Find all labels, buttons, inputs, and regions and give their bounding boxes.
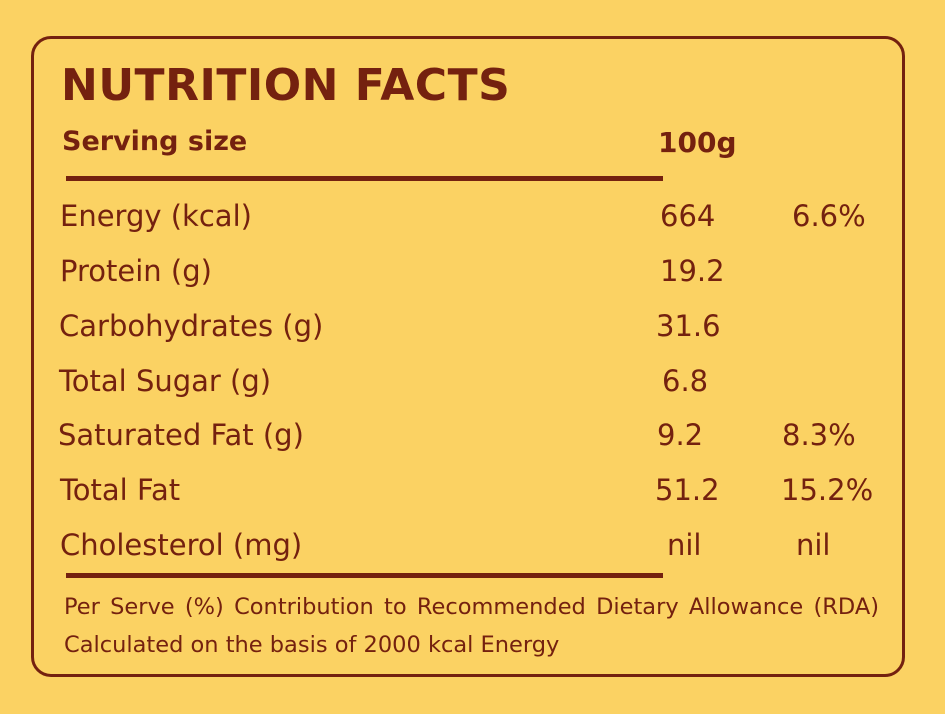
row-rda-cholesterol: nil xyxy=(796,528,831,562)
row-label-protein: Protein (g) xyxy=(60,254,212,288)
row-value-total-fat: 51.2 xyxy=(655,473,720,507)
row-label-total-sugar: Total Sugar (g) xyxy=(59,364,272,398)
row-value-energy: 664 xyxy=(660,199,716,233)
row-rda-energy: 6.6% xyxy=(792,199,866,233)
row-label-energy: Energy (kcal) xyxy=(60,199,252,233)
nutrition-title: NUTRITION FACTS xyxy=(61,60,511,111)
row-value-total-sugar: 6.8 xyxy=(662,364,709,398)
row-label-saturated-fat: Saturated Fat (g) xyxy=(58,418,304,452)
row-rda-total-fat: 15.2% xyxy=(781,473,874,507)
serving-size-value: 100g xyxy=(658,126,737,159)
row-value-carbohydrates: 31.6 xyxy=(656,309,721,343)
bottom-divider xyxy=(66,573,663,578)
row-rda-saturated-fat: 8.3% xyxy=(782,418,856,452)
top-divider xyxy=(66,176,663,181)
row-value-protein: 19.2 xyxy=(660,254,725,288)
row-label-total-fat: Total Fat xyxy=(60,473,181,507)
nutrition-panel xyxy=(31,36,905,677)
rda-footnote: Per Serve (%) Contribution to Recommende… xyxy=(64,594,879,658)
row-value-cholesterol: nil xyxy=(667,528,702,562)
serving-size-label: Serving size xyxy=(62,126,248,157)
row-label-cholesterol: Cholesterol (mg) xyxy=(60,528,303,562)
row-label-carbohydrates: Carbohydrates (g) xyxy=(59,309,324,343)
row-value-saturated-fat: 9.2 xyxy=(657,418,704,452)
